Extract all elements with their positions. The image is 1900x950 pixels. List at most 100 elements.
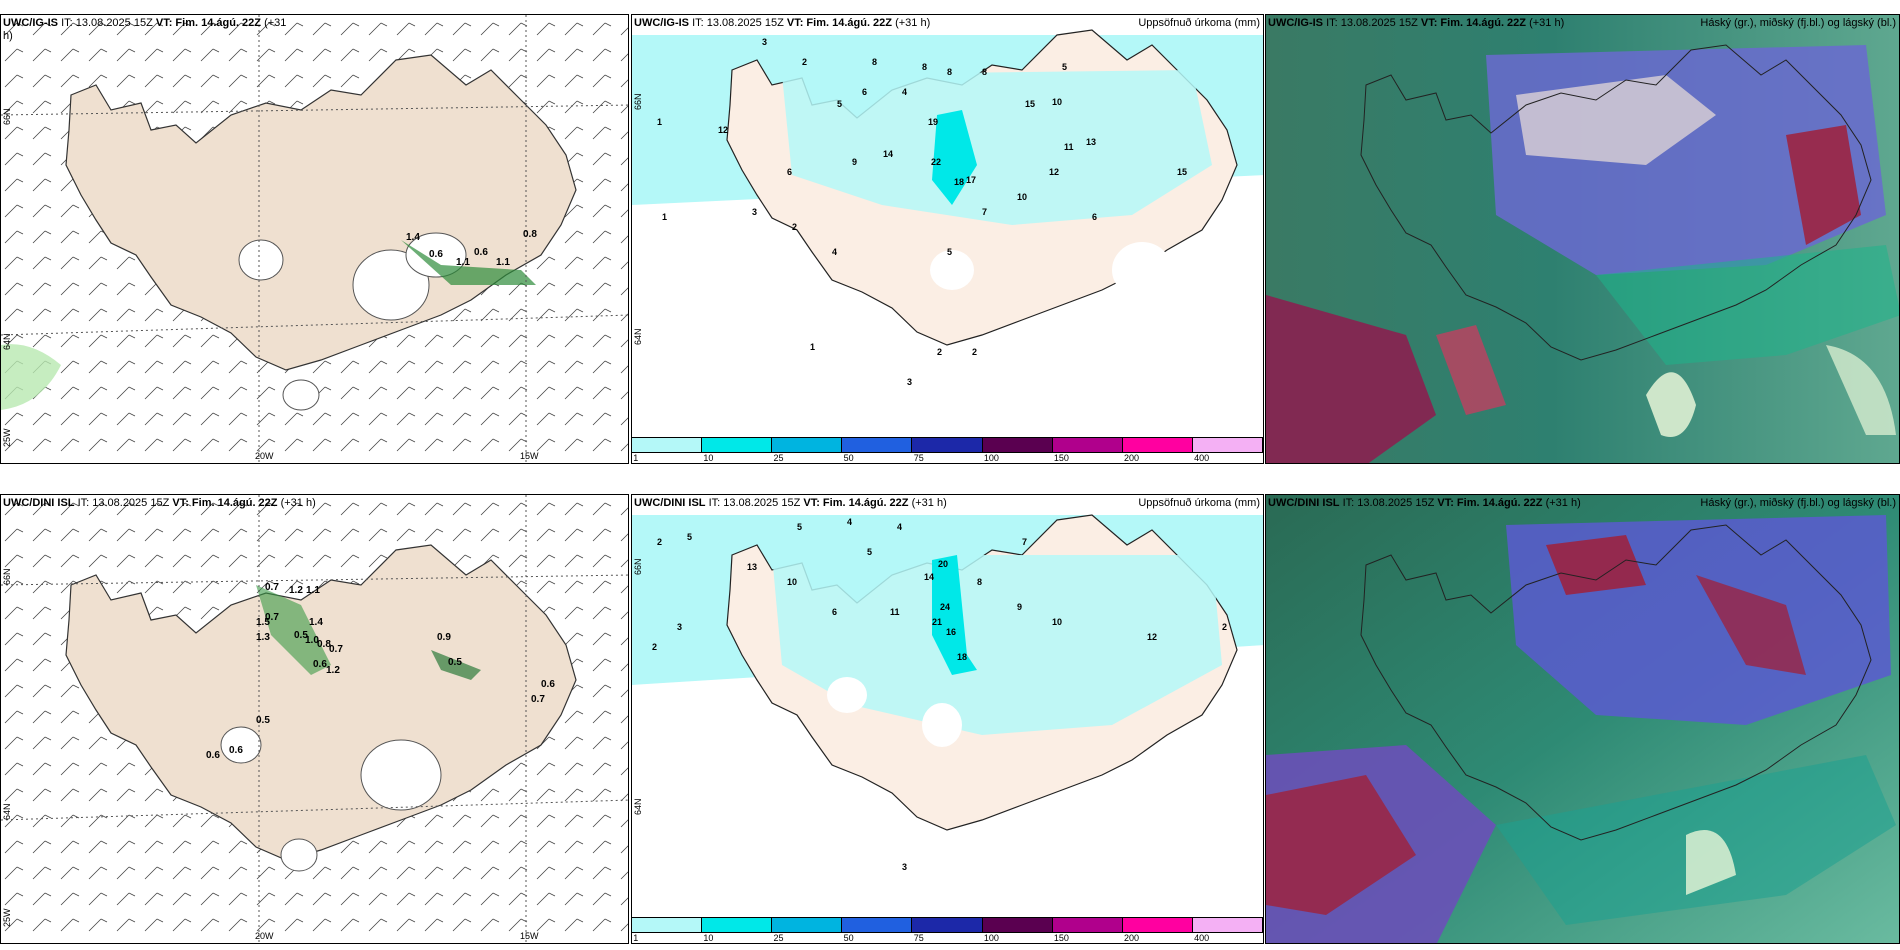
colorbar-label: 100 <box>983 933 999 943</box>
svg-text:3: 3 <box>907 377 912 387</box>
colorbar-swatch <box>772 438 843 452</box>
svg-text:5: 5 <box>867 547 872 557</box>
svg-text:5: 5 <box>947 247 952 257</box>
precip-value-labels: 2 5 5 4 13 10 14 20 24 21 16 18 11 12 10… <box>652 517 1227 872</box>
colorbar-label: 200 <box>1124 453 1140 463</box>
svg-text:1.0: 1.0 <box>305 635 319 646</box>
precip-map-bottom: 2 5 5 4 13 10 14 20 24 21 16 18 11 12 10… <box>632 514 1263 872</box>
precip-colorbar: 1 10 25 50 75 100 150 200 400 <box>632 437 1263 463</box>
svg-text:9: 9 <box>1017 602 1022 612</box>
svg-text:0.5: 0.5 <box>448 657 462 668</box>
colorbar-swatch <box>772 918 843 932</box>
panel-subtitle: Háský (gr.), miðský (fj.bl.) og lágský (… <box>1700 497 1896 509</box>
panel-title: UWC/DINI ISL IT: 13.08.2025 15Z VT: Fim.… <box>1268 497 1581 509</box>
svg-text:12: 12 <box>1147 632 1157 642</box>
lat-label-66n: 66N <box>2 108 12 125</box>
svg-text:8: 8 <box>922 62 927 72</box>
colorbar-swatch <box>982 918 1053 932</box>
lon-label-25w: 25W <box>2 908 12 927</box>
colorbar-label: 25 <box>773 453 784 463</box>
svg-text:1.5: 1.5 <box>256 617 270 628</box>
panel-title: UWC/DINI ISL IT: 13.08.2025 15Z VT: Fim.… <box>634 497 947 509</box>
lat-label-64n: 64N <box>2 333 12 350</box>
svg-text:0.9: 0.9 <box>437 632 451 643</box>
svg-text:11: 11 <box>1064 142 1074 152</box>
cloud-map-top <box>1266 15 1899 463</box>
colorbar-label: 100 <box>983 453 999 463</box>
svg-text:6: 6 <box>832 607 837 617</box>
svg-text:12: 12 <box>1049 167 1059 177</box>
svg-text:0.6: 0.6 <box>313 659 327 670</box>
precip-map-panel-top: 3 2 5 8 8 8 8 5 6 4 10 12 19 22 18 17 15… <box>631 14 1264 464</box>
colorbar-swatch <box>1052 918 1123 932</box>
cloud-map-bottom <box>1266 495 1899 943</box>
svg-text:5: 5 <box>687 532 692 542</box>
colorbar-label: 10 <box>703 453 714 463</box>
svg-text:12: 12 <box>718 125 728 135</box>
svg-text:3: 3 <box>762 37 767 47</box>
svg-text:0.7: 0.7 <box>265 582 279 593</box>
svg-text:0.7: 0.7 <box>329 644 343 655</box>
wind-value-labels: 0.7 1.2 1.1 0.7 1.5 1.4 1.3 0.5 1.0 0.8 … <box>206 582 555 761</box>
precip-colorbar: 1 10 25 50 75 100 150 200 400 <box>632 917 1263 943</box>
svg-text:0.5: 0.5 <box>294 630 308 641</box>
colorbar-swatch <box>1192 918 1263 932</box>
svg-text:16: 16 <box>946 627 956 637</box>
colorbar-label: 75 <box>913 453 924 463</box>
colorbar-label: 200 <box>1124 933 1140 943</box>
cloud-map-panel-top: UWC/IG-IS IT: 13.08.2025 15Z VT: Fim. 14… <box>1265 14 1900 464</box>
precip-map-top: 3 2 5 8 8 8 8 5 6 4 10 12 19 22 18 17 15… <box>632 29 1263 387</box>
lat-label-64n: 64N <box>633 798 643 815</box>
colorbar-label: 150 <box>1053 933 1069 943</box>
svg-text:5: 5 <box>837 99 842 109</box>
wind-value-3: 0.6 <box>474 247 488 258</box>
colorbar-swatch <box>702 438 773 452</box>
wind-value-2: 1.1 <box>456 257 470 268</box>
wind-value-1: 0.6 <box>429 249 443 260</box>
lat-label-66n: 66N <box>2 568 12 585</box>
svg-text:0.6: 0.6 <box>541 679 555 690</box>
colorbar-label: 400 <box>1194 933 1210 943</box>
svg-text:15: 15 <box>1025 99 1035 109</box>
svg-text:8: 8 <box>947 67 952 77</box>
wind-map-panel-bottom: 0.7 1.2 1.1 0.7 1.5 1.4 1.3 0.5 1.0 0.8 … <box>0 494 629 944</box>
colorbar-label: 1 <box>633 933 639 943</box>
svg-text:10: 10 <box>1052 617 1062 627</box>
svg-text:19: 19 <box>928 117 938 127</box>
svg-text:10: 10 <box>787 577 797 587</box>
svg-text:6: 6 <box>787 167 792 177</box>
colorbar-swatch <box>702 918 773 932</box>
svg-text:0.7: 0.7 <box>531 694 545 705</box>
svg-text:0.6: 0.6 <box>229 745 243 756</box>
lon-label-25w: 25W <box>2 428 12 447</box>
svg-text:0.6: 0.6 <box>206 750 220 761</box>
svg-text:2: 2 <box>802 57 807 67</box>
colorbar-label: 25 <box>773 933 784 943</box>
wind-value-0: 1.4 <box>406 232 420 243</box>
svg-text:1: 1 <box>657 117 662 127</box>
iceland-landmass <box>65 54 577 371</box>
svg-text:13: 13 <box>1086 137 1096 147</box>
svg-text:2: 2 <box>652 642 657 652</box>
svg-text:5: 5 <box>797 522 802 532</box>
colorbar-label: 75 <box>913 933 924 943</box>
svg-text:14: 14 <box>883 149 893 159</box>
svg-text:3: 3 <box>902 862 907 872</box>
lat-label-66n: 66N <box>633 558 643 575</box>
svg-text:0.8: 0.8 <box>317 639 331 650</box>
lat-label-66n: 66N <box>633 93 643 110</box>
svg-text:9: 9 <box>852 157 857 167</box>
svg-text:2: 2 <box>937 347 942 357</box>
lat-label-64n: 64N <box>633 328 643 345</box>
colorbar-swatch <box>1192 438 1263 452</box>
colorbar-label: 150 <box>1053 453 1069 463</box>
svg-text:7: 7 <box>982 207 987 217</box>
svg-text:1: 1 <box>810 342 815 352</box>
svg-text:1: 1 <box>662 212 667 222</box>
colorbar-swatch <box>912 918 983 932</box>
precip-map-panel-bottom: 2 5 5 4 13 10 14 20 24 21 16 18 11 12 10… <box>631 494 1264 944</box>
svg-text:5: 5 <box>1062 62 1067 72</box>
colorbar-label: 50 <box>843 933 854 943</box>
wind-map-panel-top: 1.4 0.6 1.1 0.6 1.1 0.8 UWC/IG-IS IT: 13… <box>0 14 629 464</box>
svg-text:10: 10 <box>1052 97 1062 107</box>
